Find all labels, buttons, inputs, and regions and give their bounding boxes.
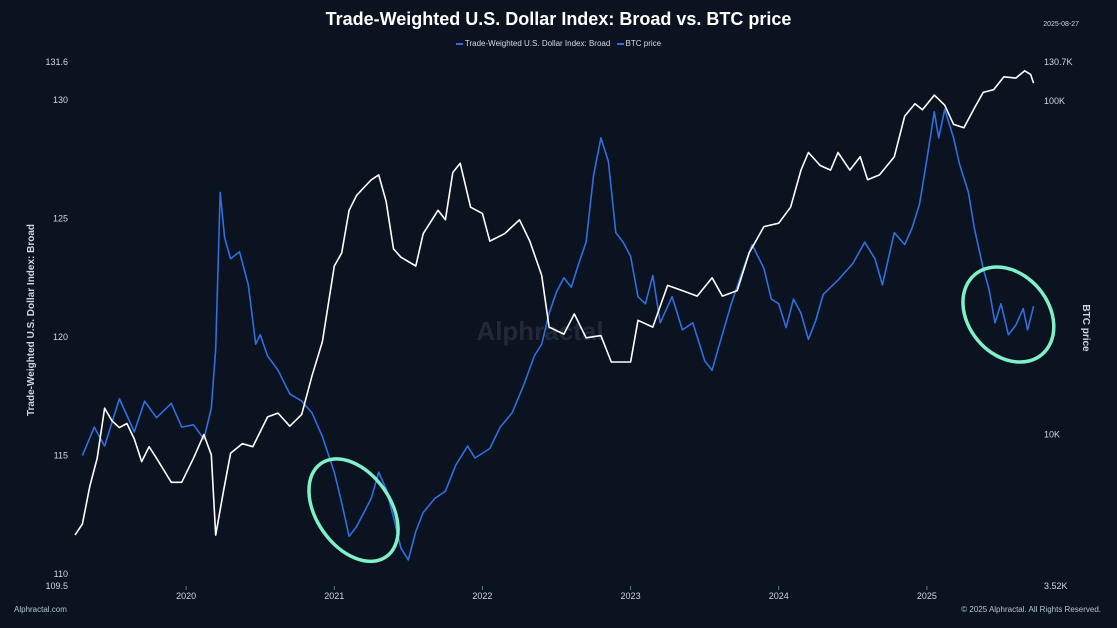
legend-item-btc[interactable]: BTC price — [616, 39, 662, 48]
x-tick-label: 2020 — [176, 591, 196, 601]
watermark: Alphractal — [476, 316, 603, 346]
y-left-tick-label: 131.6 — [45, 57, 68, 67]
y-right-tick-label: 130.7K — [1044, 57, 1073, 67]
y-right-tick-label: 10K — [1044, 430, 1060, 440]
y-axis-right: 3.52K 10K 100K 130.7K — [1044, 57, 1073, 591]
legend-swatch-btc — [616, 42, 624, 45]
y-left-tick-label: 115 — [54, 451, 68, 461]
y-right-tick-label: 100K — [1044, 96, 1065, 106]
series-lines — [74, 70, 1035, 561]
highlight-ellipse-1 — [307, 457, 400, 564]
legend-label-btc: BTC price — [625, 39, 662, 48]
legend-item-dxy[interactable]: Trade-Weighted U.S. Dollar Index: Broad — [455, 39, 611, 48]
series-line-btc — [74, 70, 1035, 536]
x-axis: 2020 2021 2022 2023 2024 2025 — [176, 586, 937, 601]
chart-title: Trade-Weighted U.S. Dollar Index: Broad … — [325, 9, 792, 29]
series-line-dxy — [81, 108, 1035, 561]
annotations — [307, 265, 1056, 564]
y-left-tick-label: 130 — [53, 95, 68, 105]
y-left-tick-label: 110 — [54, 569, 68, 579]
legend-label-dxy: Trade-Weighted U.S. Dollar Index: Broad — [464, 39, 611, 48]
footer-copyright: © 2025 Alphractal. All Rights Reserved. — [961, 605, 1101, 614]
legend-swatch-dxy — [455, 42, 463, 45]
x-tick-label: 2024 — [769, 591, 789, 601]
y-left-tick-label: 109.5 — [45, 581, 68, 591]
highlight-ellipse-2 — [961, 265, 1056, 364]
x-tick-label: 2025 — [917, 591, 937, 601]
chart-date: 2025-08-27 — [1043, 21, 1079, 28]
y-axis-right-label: BTC price — [1080, 304, 1091, 352]
x-tick-label: 2021 — [324, 591, 344, 601]
y-right-tick-label: 3.52K — [1044, 581, 1068, 591]
footer-site[interactable]: Alphractal.com — [14, 605, 67, 614]
y-axis-left-label: Trade-Weighted U.S. Dollar Index: Broad — [26, 224, 37, 416]
chart-legend: Trade-Weighted U.S. Dollar Index: Broad … — [0, 39, 1117, 48]
x-tick-label: 2023 — [621, 591, 641, 601]
y-left-tick-label: 125 — [53, 213, 68, 223]
y-left-tick-label: 120 — [53, 332, 68, 342]
y-axis-left: 109.5 110 115 120 125 130 131.6 — [45, 57, 68, 591]
x-tick-label: 2022 — [472, 591, 492, 601]
